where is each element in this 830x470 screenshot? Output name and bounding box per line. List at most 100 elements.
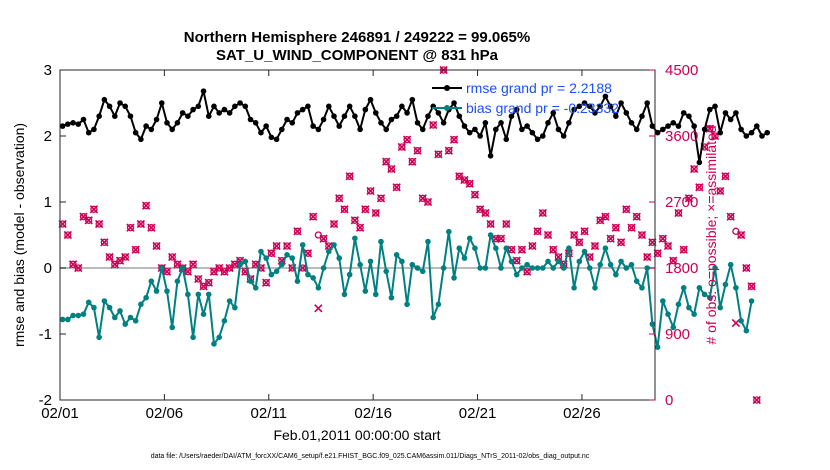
obs-assimilated-marker	[460, 175, 469, 185]
bias-point	[59, 316, 66, 323]
obs-assimilated-marker	[554, 252, 563, 262]
bias-point	[185, 291, 191, 298]
obs-possible-marker	[377, 194, 385, 202]
obs-assimilated-marker	[413, 146, 422, 155]
rmse-point	[759, 133, 765, 139]
obs-assimilated-marker	[387, 164, 396, 174]
obs-assimilated-marker	[335, 194, 344, 203]
bias-point	[440, 265, 447, 271]
obs-possible-marker	[680, 246, 688, 254]
obs-assimilated-marker	[162, 267, 172, 276]
bias-point	[289, 255, 296, 261]
bias-point	[472, 245, 478, 251]
obs-possible-marker	[570, 231, 578, 239]
obs-assimilated-marker	[747, 282, 756, 291]
bias-point	[258, 248, 264, 255]
bias-point	[263, 255, 269, 261]
obs-possible-marker	[450, 136, 458, 144]
rmse-point	[70, 120, 76, 126]
rmse-point	[127, 113, 134, 119]
obs-possible-marker	[361, 205, 369, 213]
obs-possible-marker	[580, 227, 589, 235]
bias-point	[508, 258, 515, 265]
bias-point	[80, 311, 87, 318]
rmse-point	[701, 126, 708, 133]
obs-assimilated-marker	[429, 120, 438, 130]
x-tick-label: 02/26	[563, 405, 601, 422]
bias-point	[237, 261, 243, 268]
obs-assimilated-marker	[199, 282, 208, 291]
obs-possible-marker	[64, 231, 72, 239]
obs-possible-marker	[335, 194, 343, 202]
bias-point	[623, 265, 630, 271]
rmse-point	[399, 103, 405, 110]
obs-possible-marker	[721, 172, 730, 180]
obs-assimilated-marker	[569, 230, 579, 240]
bias-point	[628, 261, 635, 268]
bias-point	[153, 288, 160, 294]
obs-possible-marker	[366, 187, 375, 195]
obs-possible-marker	[330, 220, 338, 228]
bias-point	[367, 258, 374, 265]
obs-assimilated-marker	[173, 260, 182, 269]
obs-possible-marker	[173, 260, 182, 268]
obs-possible-marker	[319, 235, 328, 243]
rmse-point	[660, 126, 666, 133]
bias-point	[419, 268, 426, 275]
obs-assimilated-marker	[663, 241, 673, 251]
rmse-point	[158, 100, 165, 106]
rmse-point	[216, 110, 222, 116]
obs-possible-marker	[424, 198, 432, 206]
data-file-footnote: data file: /Users/raeder/DAI/ATM_forcXX/…	[151, 453, 590, 460]
bias-point	[247, 278, 254, 285]
rmse-point	[325, 103, 332, 110]
obs-assimilated-marker	[121, 252, 130, 262]
bias-point	[205, 291, 212, 298]
bias-point	[310, 275, 316, 281]
obs-possible-marker	[690, 165, 698, 173]
obs-possible-marker	[116, 257, 124, 265]
x-tick-label: 02/16	[354, 405, 392, 422]
rmse-point	[644, 100, 650, 106]
obs-assimilated-marker	[716, 186, 725, 196]
rmse-point	[91, 126, 97, 133]
obs-possible-marker	[382, 158, 390, 166]
obs-possible-marker	[460, 176, 469, 184]
obs-assimilated-marker	[742, 263, 751, 273]
rmse-point	[623, 110, 630, 116]
obs-possible-marker	[267, 249, 276, 257]
rmse-point	[414, 120, 421, 126]
obs-assimilated-marker	[475, 205, 485, 214]
bias-point	[466, 235, 473, 242]
rmse-point	[310, 123, 316, 129]
obs-assimilated-marker	[549, 245, 558, 254]
obs-assimilated-marker	[522, 267, 532, 276]
bias-point	[388, 294, 395, 301]
rmse-point	[633, 126, 640, 133]
bias-point	[106, 304, 113, 311]
rmse-line	[62, 90, 768, 164]
rmse-point	[451, 100, 457, 106]
obs-assimilated-marker	[293, 227, 302, 236]
legend: rmse grand pr = 2.2188 bias grand pr = -…	[432, 80, 619, 116]
rmse-point	[597, 103, 603, 110]
obs-assimilated-marker	[736, 230, 746, 240]
obs-possible-marker	[497, 235, 505, 243]
bias-point	[195, 291, 202, 298]
obs-possible-marker	[737, 231, 745, 239]
obs-assimilated-marker	[94, 219, 104, 229]
rmse-point	[258, 129, 264, 136]
bias-point	[294, 278, 301, 285]
bias-point	[487, 232, 494, 238]
rmse-point	[226, 110, 233, 116]
bias-point	[597, 261, 603, 268]
bias-point	[644, 265, 650, 271]
obs-possible-marker	[210, 268, 218, 276]
rmse-point	[440, 120, 447, 126]
obs-assimilated-marker	[376, 194, 386, 203]
obs-possible-marker	[502, 220, 510, 228]
obs-assimilated-marker	[382, 157, 391, 166]
rmse-point	[378, 120, 384, 126]
bias-point	[158, 265, 165, 271]
